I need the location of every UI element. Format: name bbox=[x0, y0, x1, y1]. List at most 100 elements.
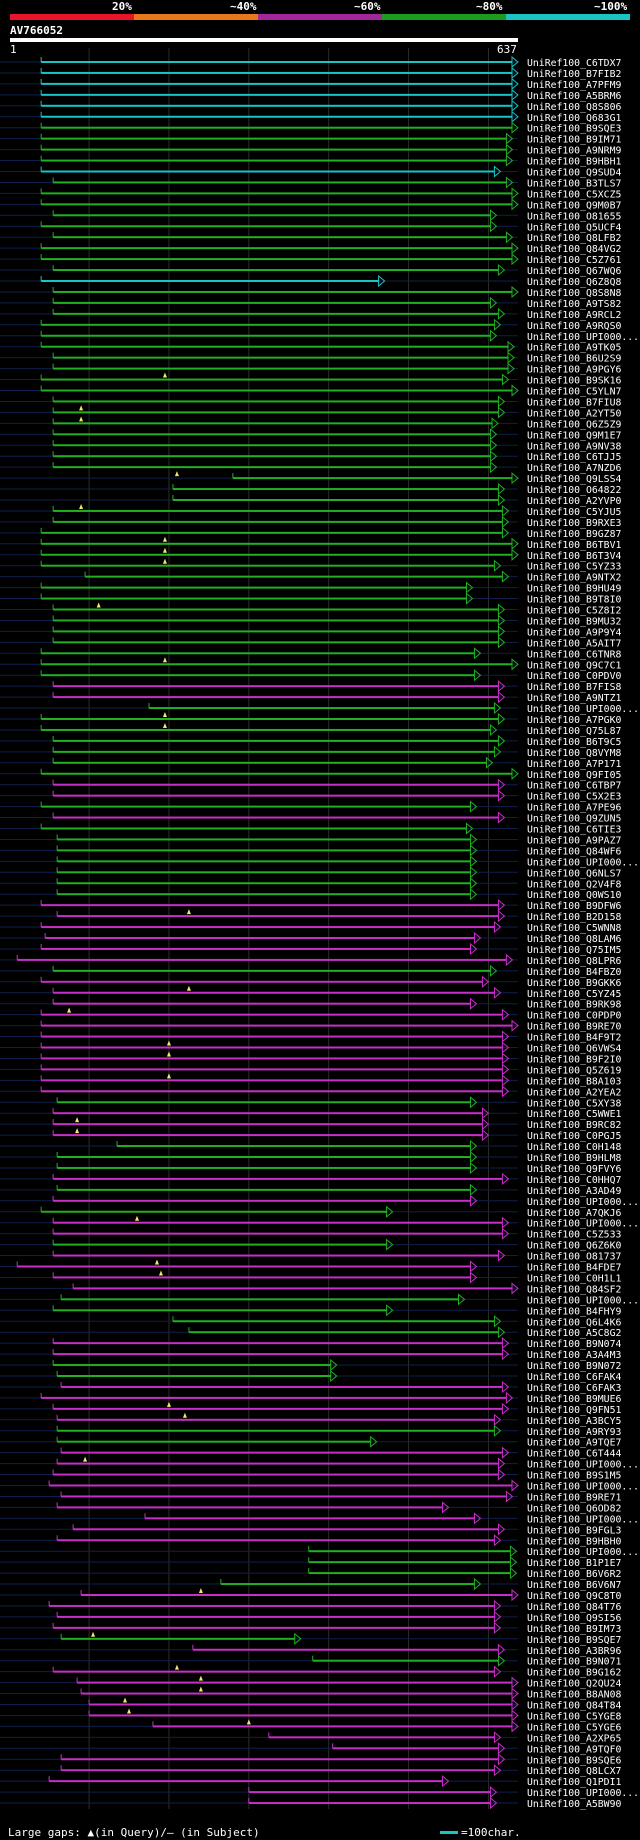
hit-bar bbox=[53, 1177, 503, 1180]
query-gap-marker bbox=[246, 1719, 251, 1725]
hit-bar bbox=[53, 641, 499, 644]
hit-label: UniRef100_B9RE70 bbox=[527, 1022, 621, 1033]
hit-bar bbox=[53, 1473, 499, 1476]
hit-arrowhead bbox=[469, 844, 478, 857]
hit-label: UniRef100_B9SQE3 bbox=[527, 124, 621, 135]
hit-bar bbox=[41, 827, 467, 830]
scale-segment-20 bbox=[10, 14, 134, 20]
hit-bar bbox=[53, 1243, 387, 1246]
hit-bar bbox=[188, 1331, 499, 1334]
hit-label: UniRef100_B9GZ87 bbox=[527, 529, 621, 540]
hit-label: UniRef100_C5YGE8 bbox=[527, 1711, 621, 1722]
hit-arrowhead bbox=[511, 99, 519, 112]
query-gap-marker bbox=[174, 1664, 179, 1670]
hit-arrowhead bbox=[511, 1709, 519, 1722]
hit-bar bbox=[57, 1156, 471, 1158]
hit-label: UniRef100_C6FAK3 bbox=[527, 1383, 621, 1394]
hit-arrowhead bbox=[469, 1150, 478, 1164]
hit-bar bbox=[41, 82, 513, 85]
hit-bar bbox=[53, 356, 509, 359]
hit-label: UniRef100_B9RXE3 bbox=[527, 518, 621, 529]
hit-label: UniRef100_UPI000... bbox=[527, 332, 639, 343]
hit-bar bbox=[41, 1210, 387, 1213]
hit-label: UniRef100_C0H148 bbox=[527, 1142, 621, 1153]
hit-label: UniRef100_UPI000... bbox=[527, 857, 639, 868]
query-gap-marker bbox=[162, 547, 167, 553]
scale-segment-100 bbox=[506, 14, 630, 20]
hit-label: UniRef100_B7FIS8 bbox=[527, 682, 621, 693]
hit-label: UniRef100_B4F9T2 bbox=[527, 1033, 621, 1044]
hit-arrowhead bbox=[386, 1205, 394, 1218]
hit-label: UniRef100_B9SQE6 bbox=[527, 1755, 621, 1766]
hit-arrowhead bbox=[511, 198, 519, 211]
hit-bar bbox=[57, 1506, 443, 1509]
hit-label: UniRef100_Q8LFB2 bbox=[527, 233, 621, 244]
hit-bar bbox=[57, 1166, 471, 1169]
hit-label: UniRef100_C6T444 bbox=[527, 1449, 621, 1460]
hit-arrowhead bbox=[511, 1687, 519, 1700]
hit-label: UniRef100_C5WNN8 bbox=[527, 923, 621, 934]
hit-label: UniRef100_Q67WQ6 bbox=[527, 266, 621, 277]
hit-label: UniRef100_C5YGE6 bbox=[527, 1722, 621, 1733]
query-gap-marker bbox=[166, 1051, 171, 1057]
hit-bar bbox=[57, 893, 471, 896]
hit-arrowhead bbox=[378, 274, 386, 288]
hit-bar bbox=[77, 1681, 513, 1684]
hit-bar bbox=[172, 1320, 495, 1323]
hit-bar bbox=[41, 159, 507, 162]
query-length-rule bbox=[10, 38, 518, 42]
hit-bar bbox=[41, 203, 513, 206]
hit-bar bbox=[61, 1769, 495, 1772]
scale-segment-80 bbox=[382, 14, 506, 20]
hit-arrowhead bbox=[501, 1402, 510, 1415]
hit-arrowhead bbox=[489, 964, 498, 977]
hit-label: UniRef100_Q9SUD4 bbox=[527, 168, 621, 179]
hit-bar bbox=[41, 280, 379, 282]
hit-arrowhead bbox=[501, 1074, 510, 1087]
hit-label: UniRef100_UPI000... bbox=[527, 1460, 639, 1471]
hit-label: UniRef100_Q8LPR6 bbox=[527, 956, 621, 967]
hit-label: UniRef100_A9RQS0 bbox=[527, 321, 621, 332]
scale-segment-60 bbox=[258, 14, 382, 20]
hit-arrowhead bbox=[497, 778, 506, 791]
hit-label: UniRef100_B9SQE7 bbox=[527, 1635, 621, 1646]
hit-arrowhead bbox=[511, 1019, 519, 1032]
hit-arrowhead bbox=[509, 1556, 518, 1569]
hit-bar bbox=[53, 509, 503, 512]
hit-arrowhead bbox=[465, 581, 474, 594]
hit-bar bbox=[41, 674, 475, 677]
hit-arrowhead bbox=[511, 121, 519, 134]
hit-label: UniRef100_C5X2E3 bbox=[527, 792, 621, 803]
hit-bar bbox=[41, 170, 495, 173]
hit-bar bbox=[53, 367, 509, 370]
hit-arrowhead bbox=[501, 1380, 510, 1394]
hit-label: UniRef100_A3BCY5 bbox=[527, 1416, 621, 1427]
hit-label: UniRef100_A2YEA2 bbox=[527, 1087, 621, 1098]
hit-bar bbox=[41, 947, 471, 950]
hit-arrowhead bbox=[505, 132, 514, 145]
hit-bar bbox=[53, 1342, 503, 1345]
hit-arrowhead bbox=[489, 439, 498, 452]
hit-bar bbox=[61, 1637, 295, 1640]
hit-arrowhead bbox=[511, 110, 519, 123]
hit-bar bbox=[17, 958, 507, 961]
hit-label: UniRef100_B9N072 bbox=[527, 1361, 621, 1372]
scale-label-40: ~40% bbox=[230, 0, 257, 13]
hit-arrowhead bbox=[501, 1446, 510, 1459]
hit-arrowhead bbox=[511, 658, 519, 671]
hit-label: UniRef100_Q8LCX7 bbox=[527, 1766, 621, 1777]
query-gap-marker bbox=[162, 657, 167, 663]
hit-arrowhead bbox=[469, 877, 478, 890]
hit-label: UniRef100_C5WWE1 bbox=[527, 1109, 621, 1120]
hit-label: UniRef100_B7FIB2 bbox=[527, 69, 621, 80]
hit-bar bbox=[41, 378, 503, 381]
hit-label: UniRef100_B6U2S9 bbox=[527, 354, 621, 365]
hit-bar bbox=[220, 1583, 475, 1586]
hit-arrowhead bbox=[497, 1249, 506, 1262]
hit-label: UniRef100_B9IM73 bbox=[527, 1624, 621, 1635]
hit-label: UniRef100_A7QKJ6 bbox=[527, 1208, 621, 1219]
hit-label: UniRef100_A3A4M3 bbox=[527, 1350, 621, 1361]
hit-bar bbox=[53, 1276, 471, 1279]
hit-bar bbox=[41, 1013, 503, 1016]
hit-arrowhead bbox=[485, 756, 494, 769]
